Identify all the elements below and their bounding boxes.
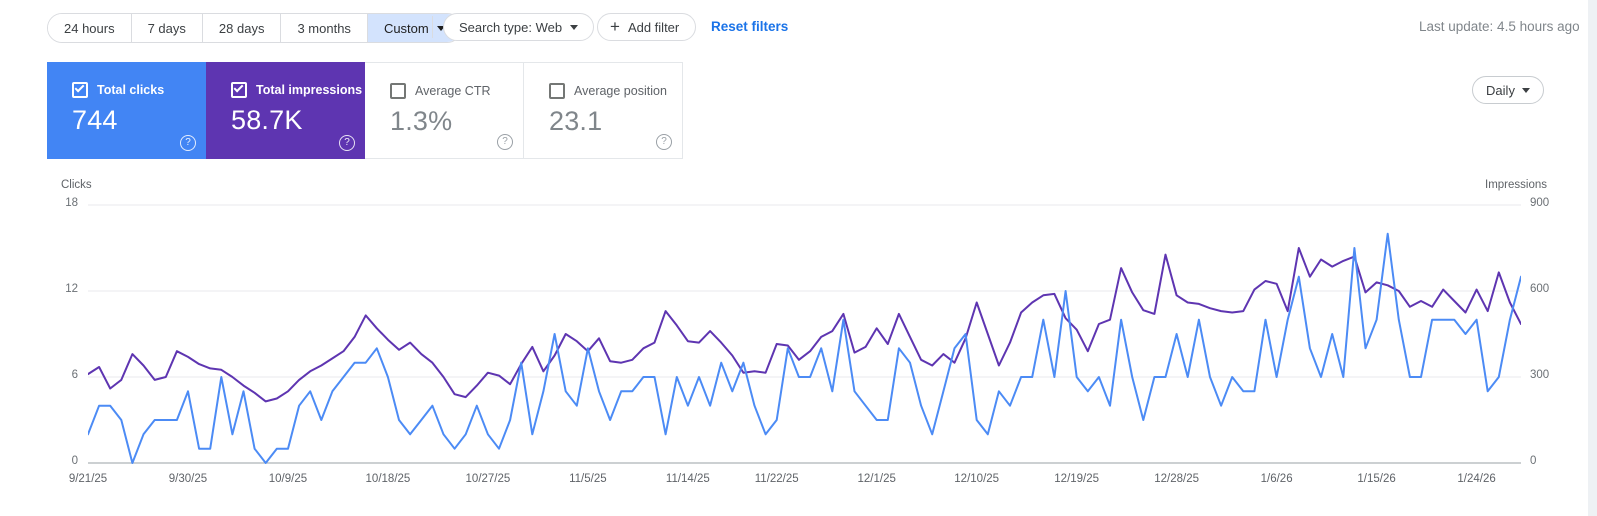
x-axis-tick: 11/14/25 xyxy=(665,473,710,485)
average-ctr-label: Average CTR xyxy=(415,84,491,98)
help-icon[interactable] xyxy=(339,135,355,151)
x-axis-tick: 11/22/25 xyxy=(754,473,799,485)
left-axis-title: Clicks xyxy=(61,179,92,191)
checkbox-unchecked-icon[interactable] xyxy=(549,83,565,99)
x-axis-tick: 1/15/26 xyxy=(1357,473,1396,485)
average-position-card[interactable]: Average position 23.1 xyxy=(524,62,683,159)
x-axis-tick: 12/28/25 xyxy=(1154,473,1200,485)
right-axis-title: Impressions xyxy=(1485,179,1547,191)
x-axis-tick: 11/5/25 xyxy=(569,473,607,485)
page-edge-strip xyxy=(1588,0,1597,516)
x-axis-tick: 9/30/25 xyxy=(168,473,208,485)
search-type-label: Search type: Web xyxy=(459,19,563,35)
x-axis-tick: 12/1/25 xyxy=(857,473,896,485)
impressions-line xyxy=(87,247,1522,403)
plus-icon: + xyxy=(610,17,620,36)
checkbox-unchecked-icon[interactable] xyxy=(390,83,406,99)
y-axis-tick-right: 300 xyxy=(1530,369,1550,381)
topbar-divider xyxy=(432,16,433,38)
checkbox-checked-icon[interactable] xyxy=(231,82,247,98)
total-clicks-card[interactable]: Total clicks 744 xyxy=(47,62,206,159)
average-ctr-header: Average CTR xyxy=(390,83,523,99)
average-position-header: Average position xyxy=(549,83,682,99)
x-axis-tick: 12/10/25 xyxy=(954,473,1000,485)
date-range-selector: 24 hours 7 days 28 days 3 months Custom xyxy=(47,13,462,43)
average-position-label: Average position xyxy=(574,84,667,98)
total-impressions-card[interactable]: Total impressions 58.7K xyxy=(206,62,365,159)
range-7-days[interactable]: 7 days xyxy=(130,14,202,42)
search-type-dropdown[interactable]: Search type: Web xyxy=(443,13,595,41)
y-axis-tick-right: 600 xyxy=(1530,283,1550,295)
y-axis-tick-right: 900 xyxy=(1530,197,1550,209)
help-icon[interactable] xyxy=(180,135,196,151)
chevron-down-icon xyxy=(570,24,579,30)
add-filter-button[interactable]: + Add filter xyxy=(597,13,697,41)
total-impressions-header: Total impressions xyxy=(231,82,365,98)
total-clicks-value: 744 xyxy=(72,105,118,135)
total-clicks-label: Total clicks xyxy=(97,83,165,97)
total-impressions-label: Total impressions xyxy=(256,83,363,97)
reset-filters-link[interactable]: Reset filters xyxy=(711,19,789,34)
x-axis-tick: 9/21/25 xyxy=(68,473,108,485)
y-axis-tick-left: 12 xyxy=(65,283,78,295)
chart-svg xyxy=(87,204,1522,464)
total-impressions-value: 58.7K xyxy=(231,105,303,135)
filter-bar: 24 hours 7 days 28 days 3 months Custom … xyxy=(0,0,1597,54)
range-3-months[interactable]: 3 months xyxy=(280,14,367,42)
x-axis-tick: 1/6/26 xyxy=(1260,473,1293,485)
chart-plot[interactable] xyxy=(87,202,1522,473)
x-axis-tick: 12/19/25 xyxy=(1054,473,1100,485)
metric-cards-row: Total clicks 744 Total impressions 58.7K… xyxy=(47,62,683,159)
x-axis-tick: 10/9/25 xyxy=(268,473,308,485)
average-position-value: 23.1 xyxy=(549,106,603,136)
y-axis-tick-left: 0 xyxy=(71,455,78,467)
average-ctr-card[interactable]: Average CTR 1.3% xyxy=(365,62,524,159)
granularity-label: Daily xyxy=(1486,82,1515,98)
total-clicks-header: Total clicks xyxy=(72,82,206,98)
average-ctr-value: 1.3% xyxy=(390,106,453,136)
x-axis-tick: 1/24/26 xyxy=(1457,473,1496,485)
range-24-hours[interactable]: 24 hours xyxy=(48,14,131,42)
chevron-down-icon xyxy=(436,25,445,31)
help-icon[interactable] xyxy=(656,134,672,150)
clicks-line xyxy=(87,232,1522,464)
y-axis-tick-right: 0 xyxy=(1530,455,1537,467)
range-custom-label: Custom xyxy=(383,20,429,36)
y-axis-tick-left: 6 xyxy=(71,369,78,381)
add-filter-label: Add filter xyxy=(627,19,680,35)
x-axis-tick: 10/27/25 xyxy=(465,473,511,485)
help-icon[interactable] xyxy=(497,134,513,150)
range-28-days[interactable]: 28 days xyxy=(201,14,281,42)
checkbox-checked-icon[interactable] xyxy=(72,82,88,98)
granularity-dropdown[interactable]: Daily xyxy=(1472,76,1544,104)
last-update-text: Last update: 4.5 hours ago xyxy=(1419,19,1580,34)
y-axis-tick-left: 18 xyxy=(65,197,78,209)
x-axis-tick: 10/18/25 xyxy=(365,473,411,485)
chevron-down-icon xyxy=(1521,87,1530,93)
